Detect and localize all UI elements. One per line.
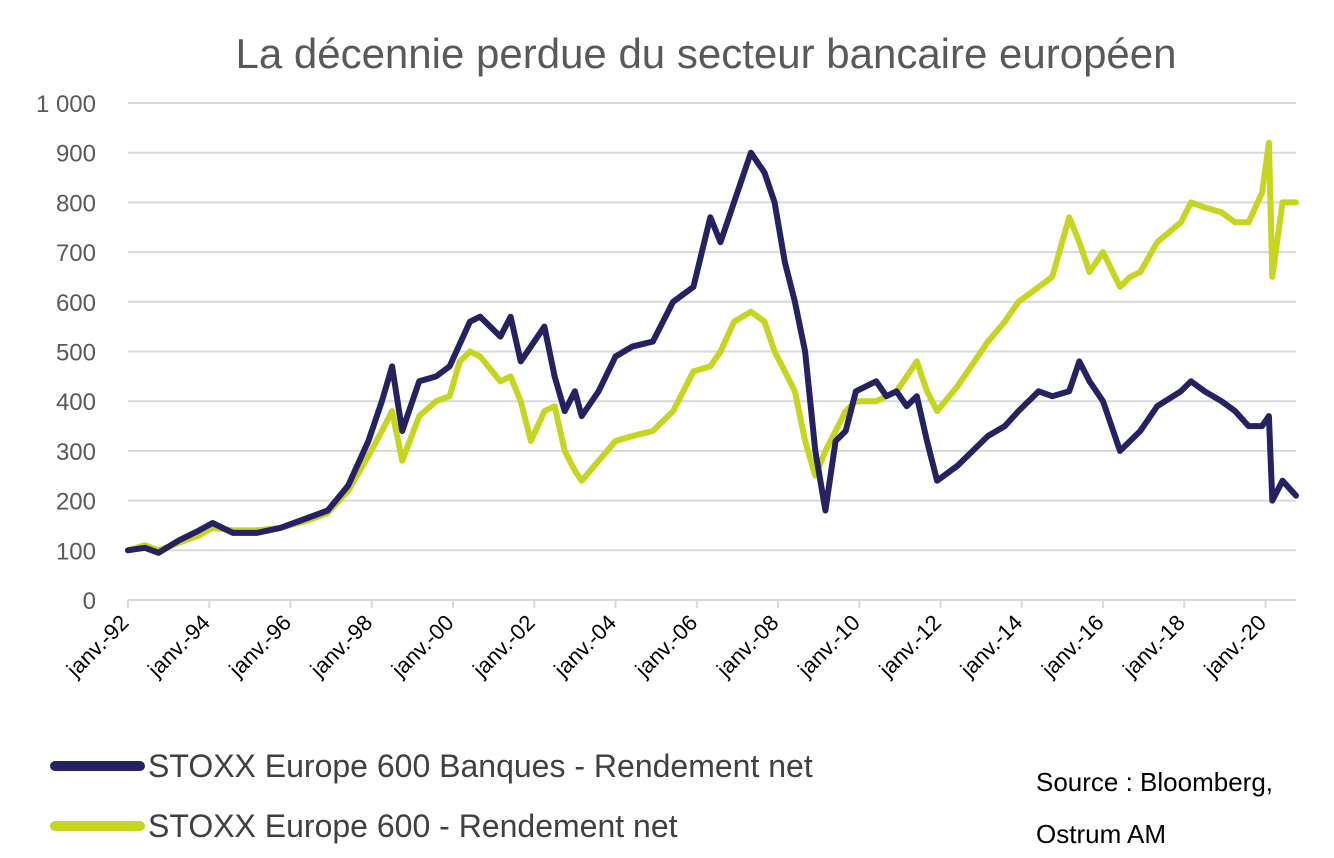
- x-tick-label: janv.-12: [873, 610, 946, 683]
- y-tick-label: 100: [56, 538, 96, 565]
- y-axis-ticks: 0 100 200 300 400 500 600 700 800 900 1 000: [36, 91, 96, 615]
- x-tick-label: janv.-20: [1198, 610, 1271, 683]
- legend-label-banks: STOXX Europe 600 Banques - Rendement net: [148, 748, 813, 784]
- series-line-market: [125, 139, 1299, 554]
- y-tick-label: 700: [56, 240, 96, 267]
- chart-title: La décennie perdue du secteur bancaire e…: [235, 30, 1176, 77]
- x-tick-label: janv.-98: [305, 610, 378, 683]
- x-tick-label: janv.-02: [467, 610, 540, 683]
- gridlines: [128, 102, 1296, 552]
- x-tick-label: janv.-00: [386, 610, 459, 683]
- series-line-banks: [125, 149, 1299, 556]
- legend-item-banks: STOXX Europe 600 Banques - Rendement net: [50, 748, 813, 784]
- x-tick-label: janv.-18: [1117, 610, 1190, 683]
- x-axis-ticks: janv.-92 janv.-94 janv.-96 janv.-98 janv.-00…: [61, 600, 1271, 682]
- y-tick-label: 900: [56, 141, 96, 168]
- y-tick-label: 1 000: [36, 91, 96, 118]
- y-tick-label: 200: [56, 489, 96, 516]
- series-lines: [125, 139, 1299, 556]
- legend-label-market: STOXX Europe 600 - Rendement net: [148, 808, 678, 844]
- x-tick-label: janv.-16: [1036, 610, 1109, 683]
- y-tick-label: 500: [56, 340, 96, 367]
- y-tick-label: 0: [83, 588, 96, 615]
- x-tick-label: janv.-92: [61, 610, 134, 683]
- x-tick-label: janv.-06: [630, 610, 703, 683]
- legend-item-market: STOXX Europe 600 - Rendement net: [50, 808, 678, 844]
- y-tick-label: 600: [56, 290, 96, 317]
- x-tick-label: janv.-08: [711, 610, 784, 683]
- x-tick-label: janv.-10: [792, 610, 865, 683]
- x-tick-label: janv.-04: [548, 610, 621, 683]
- x-tick-label: janv.-94: [142, 610, 215, 683]
- x-tick-label: janv.-96: [223, 610, 296, 683]
- y-tick-label: 300: [56, 439, 96, 466]
- x-tick-label: janv.-14: [955, 610, 1028, 683]
- y-tick-label: 800: [56, 190, 96, 217]
- legend: STOXX Europe 600 Banques - Rendement net…: [50, 748, 813, 844]
- source-note: Source : Bloomberg, Ostrum AM: [1036, 767, 1273, 849]
- y-tick-label: 400: [56, 389, 96, 416]
